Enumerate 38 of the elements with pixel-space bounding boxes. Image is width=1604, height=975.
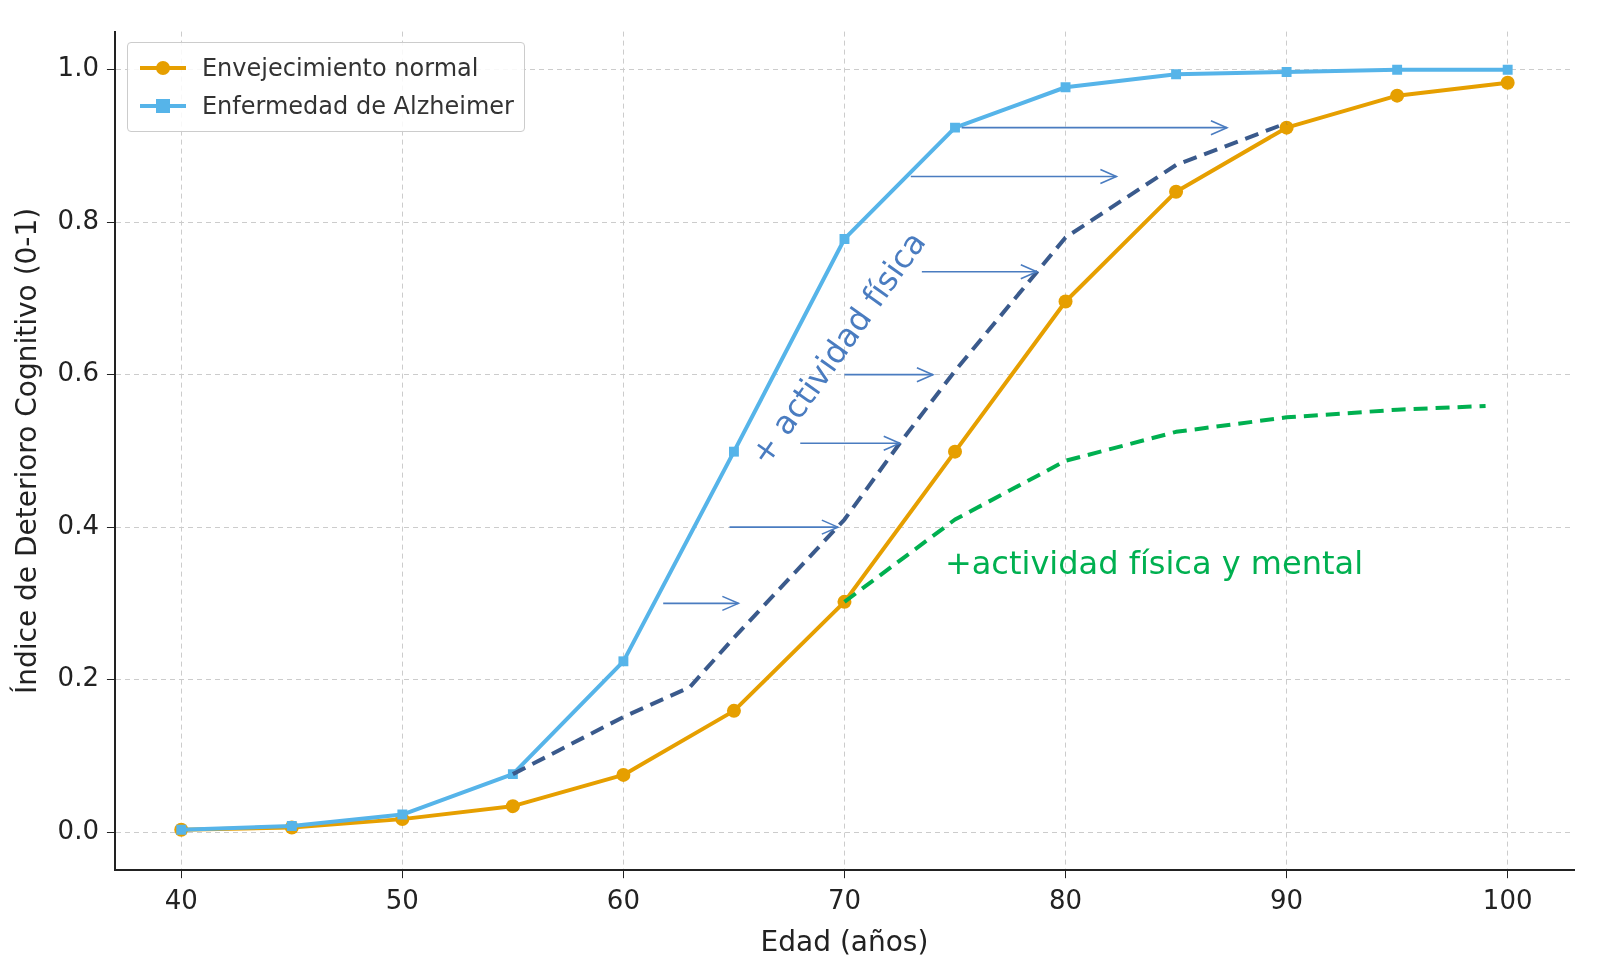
x-tick-label: 40 [164,884,198,915]
y-tick-label: 0.2 [57,662,99,693]
point [1392,64,1403,75]
point [728,446,739,457]
point [286,821,297,831]
point [1281,67,1292,77]
point [948,444,963,459]
y-tick-label: 0.4 [57,509,99,540]
x-tick-label: 80 [1049,884,1083,915]
x-tick-label: 90 [1270,884,1304,915]
point [1060,82,1071,93]
y-tick-label: 0.6 [57,357,99,388]
point [1169,184,1184,199]
point [1058,294,1073,309]
y-tick-label: 1.0 [57,52,99,83]
point [839,234,850,244]
x-tick-label: 100 [1482,884,1533,915]
x-tick-label: 60 [606,884,640,915]
x-axis-title: Edad (años) [760,925,929,959]
legend-label: Envejecimiento normal [201,53,479,82]
point [1502,64,1513,75]
point [1500,75,1515,90]
point [1171,69,1182,80]
point [1390,88,1405,103]
point [616,767,631,782]
point [726,703,741,718]
annotation: +actividad física y mental [944,543,1364,582]
x-tick-label: 50 [385,884,419,915]
y-tick-label: 0.0 [57,814,99,845]
point [618,656,629,667]
point [950,122,960,133]
point [397,809,408,820]
point [1279,120,1294,135]
y-axis-title: Índice de Deterioro Cognitivo (0-1) [9,207,44,695]
legend-label: Enfermedad de Alzheimer [201,91,514,120]
y-tick-label: 0.8 [57,204,99,235]
x-tick-label: 70 [827,884,862,915]
point [505,799,520,814]
